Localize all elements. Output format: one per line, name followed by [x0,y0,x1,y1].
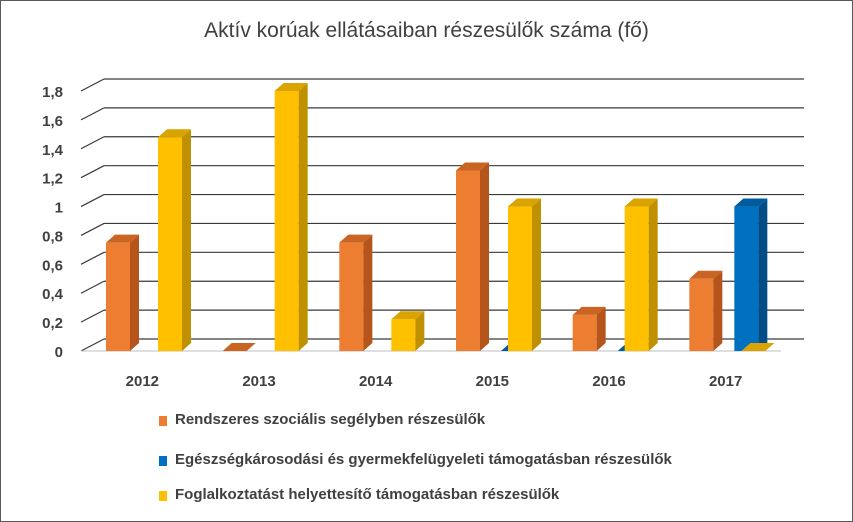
bar-top [572,306,606,315]
gridlines [80,78,804,352]
y-tick-labels: 0 0,2 0,4 0,6 0,8 1 1,2 1,4 1,6 1,8 [42,84,64,361]
bar-top [508,198,541,207]
y-tick-label: 1,6 [42,113,63,130]
bar-side [480,162,489,351]
bar [734,198,768,351]
legend-swatch-2 [159,491,167,501]
bar-chart-3d: 00,20,40,60,811,21,41,61,8 2012 2013 2014 2… [42,78,804,390]
y-tick-label: 0,8 [42,228,63,245]
y-tick-label: 1 [55,200,63,217]
y-tick-label: 1,2 [42,171,63,188]
bar-top [339,234,373,243]
bar-top [106,234,139,243]
gridline-depth [80,165,105,179]
legend-label-1: Egészségkárosodási és gyermekfelügyeleti… [175,451,672,468]
bar-top [624,198,658,207]
bar-side [713,270,723,351]
legend-label-0: Rendszeres szociális segélyben részesülő… [175,411,486,428]
x-tick-labels: 2012 2013 2014 2015 2016 2017 [126,373,743,390]
bar [158,129,191,351]
bar-front [106,242,130,351]
legend-swatch-1 [159,456,167,466]
y-tick-label: 0,4 [42,286,64,303]
y-tick-label: 1,4 [42,142,64,159]
bar-front [572,314,597,351]
bar-top [274,83,308,91]
gridline-depth [80,194,105,208]
bar-front [624,206,649,351]
bar-front [689,278,714,351]
bar-front [391,319,416,351]
gridline-depth [80,136,105,150]
bar [508,198,541,351]
bar-side [596,306,606,351]
bars [106,83,775,351]
x-tick-label: 2014 [359,373,393,390]
bar-top [689,270,723,279]
bar-front [158,137,182,351]
bar-top [456,162,489,171]
bar-front [456,170,480,351]
bar-top [158,129,191,138]
bar-top [391,311,425,320]
bar [339,234,373,351]
bar-side [415,311,425,351]
bar-side [758,198,768,351]
gridline-depth [80,222,105,236]
y-tick-label: 0 [55,344,63,361]
bar-side [130,234,139,351]
bar-top [734,198,768,207]
x-tick-label: 2017 [709,373,742,390]
legend-swatch-0 [159,416,167,426]
gridline-depth [80,280,105,294]
x-tick-label: 2013 [242,373,275,390]
bar-front [274,91,299,351]
legend-label-2: Foglalkoztatást helyettesítő támogatásba… [175,486,560,503]
gridline-depth [80,309,105,323]
gridline-depth [80,78,105,92]
bar [456,162,489,351]
chart-title: Aktív korúak ellátásaiban részesülők szá… [204,19,649,42]
bar-front [508,206,532,351]
gridline-depth [80,251,105,265]
bar [222,343,256,351]
gridline-depth [80,338,105,352]
bar [741,343,775,351]
x-tick-label: 2012 [126,373,159,390]
bar-side [648,198,658,351]
bar [624,198,658,351]
bar [689,270,723,351]
x-tick-label: 2016 [592,373,625,390]
bar-top [222,343,256,351]
bar [106,234,139,351]
bar-top [741,343,775,351]
bar-side [298,83,308,351]
bar [391,311,425,351]
bar-side [532,198,541,351]
bar [274,83,308,351]
x-tick-label: 2015 [476,373,509,390]
y-tick-label: 0,6 [42,257,63,274]
y-tick-label: 0,2 [42,315,63,332]
gridline-depth [80,107,105,121]
bar-side [182,129,191,351]
y-tick-label: 1,8 [42,84,63,101]
bar-front [734,206,759,351]
bar-side [363,234,373,351]
bar [572,306,606,351]
bar-front [339,242,364,351]
